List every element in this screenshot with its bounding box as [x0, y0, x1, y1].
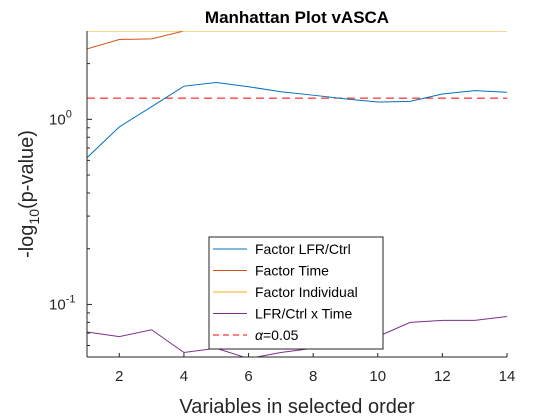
y-tick-label-base: 10	[49, 111, 66, 128]
legend-label-1: Factor LFR/Ctrl	[255, 241, 351, 257]
y-axis-label-rest: (p-value)	[16, 130, 38, 209]
y-axis-label-main: -log	[16, 225, 38, 258]
legend: Factor LFR/Ctrl Factor Time Factor Individ…	[208, 236, 384, 350]
x-tick-label: 14	[499, 368, 516, 385]
x-axis-label: Variables in selected order	[179, 396, 415, 418]
series-line-1	[87, 82, 507, 159]
x-tick-label: 6	[244, 368, 252, 385]
y-axis-label-subscript: 10	[26, 209, 42, 225]
y-tick-label-base: 10	[49, 296, 66, 313]
x-tick-label: 8	[309, 368, 317, 385]
y-tick-label: 10-1	[49, 293, 75, 313]
series-line-4	[87, 316, 507, 357]
series-group	[87, 31, 507, 357]
legend-label-4: LFR/Ctrl x Time	[255, 306, 352, 322]
x-tick-label: 2	[115, 368, 123, 385]
legend-alpha-value: =0.05	[263, 327, 299, 343]
y-tick-label-exponent: 0	[66, 108, 72, 120]
series-line-2	[87, 31, 507, 50]
x-tick-label: 12	[434, 368, 451, 385]
y-axis-label: -log10(p-value)	[16, 130, 42, 258]
x-tick-label: 4	[180, 368, 188, 385]
legend-label-threshold: α=0.05	[255, 327, 299, 343]
legend-alpha-symbol: α	[255, 327, 264, 343]
legend-label-3: Factor Individual	[255, 284, 358, 300]
y-tick-label: 100	[49, 108, 72, 128]
y-tick-label-exponent: -1	[66, 293, 76, 305]
chart-title: Manhattan Plot vASCA	[205, 8, 389, 27]
legend-label-2: Factor Time	[255, 263, 329, 279]
x-tick-label: 10	[369, 368, 386, 385]
legend-box	[208, 236, 384, 350]
